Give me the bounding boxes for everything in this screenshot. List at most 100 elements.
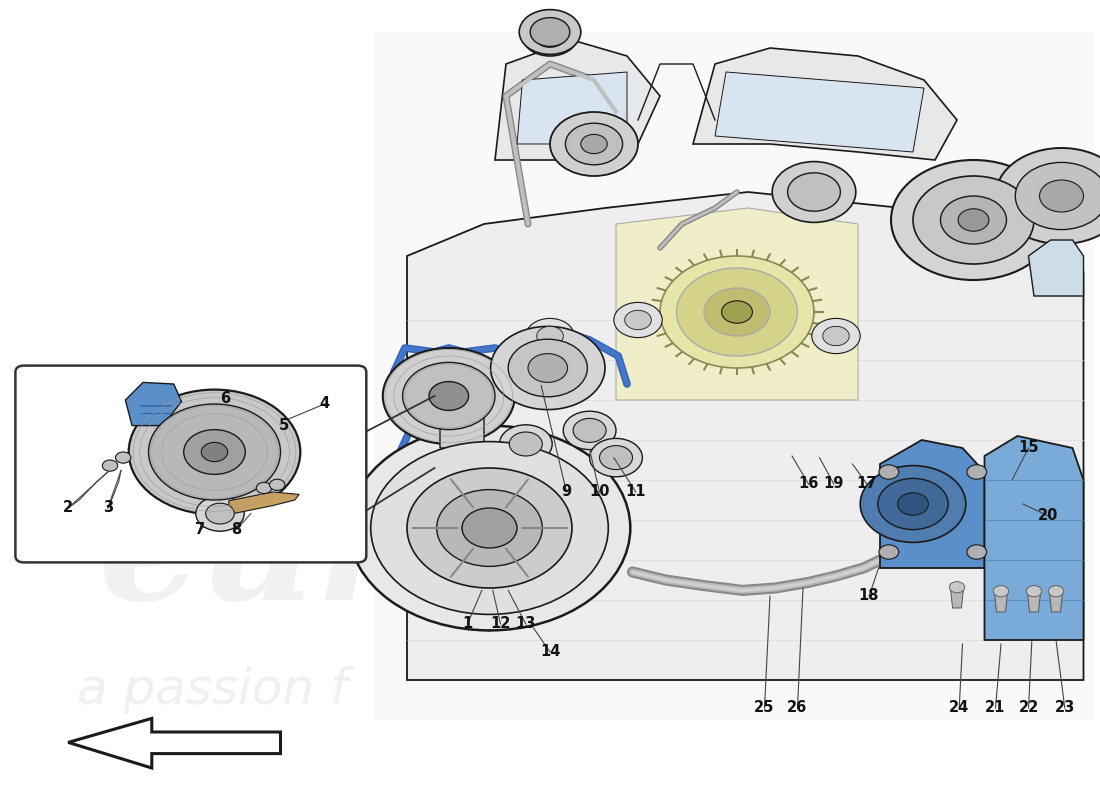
Circle shape	[201, 442, 228, 462]
Circle shape	[704, 288, 770, 336]
Polygon shape	[1049, 592, 1063, 612]
Circle shape	[563, 411, 616, 450]
Circle shape	[491, 326, 605, 410]
Text: 10: 10	[590, 485, 609, 499]
Circle shape	[590, 438, 642, 477]
Circle shape	[148, 404, 280, 500]
Circle shape	[967, 465, 987, 479]
Circle shape	[993, 586, 1009, 597]
Circle shape	[940, 196, 1006, 244]
Text: eur: eur	[99, 479, 400, 633]
Text: 3: 3	[102, 501, 113, 515]
Circle shape	[788, 173, 840, 211]
Text: 11: 11	[626, 485, 646, 499]
Circle shape	[102, 460, 118, 471]
Text: a passion f: a passion f	[77, 666, 348, 714]
Circle shape	[565, 123, 623, 165]
Text: 14: 14	[540, 645, 560, 659]
Polygon shape	[693, 48, 957, 160]
Circle shape	[860, 466, 966, 542]
Polygon shape	[495, 40, 660, 160]
Circle shape	[530, 18, 570, 46]
Circle shape	[429, 382, 469, 410]
Text: 15: 15	[1019, 441, 1038, 455]
Circle shape	[522, 16, 578, 56]
Circle shape	[581, 134, 607, 154]
Circle shape	[625, 310, 651, 330]
Circle shape	[660, 256, 814, 368]
Circle shape	[823, 326, 849, 346]
Text: 17: 17	[857, 477, 877, 491]
Circle shape	[967, 545, 987, 559]
Polygon shape	[715, 72, 924, 152]
Polygon shape	[440, 384, 484, 448]
Circle shape	[437, 490, 542, 566]
Circle shape	[206, 503, 234, 524]
Circle shape	[614, 302, 662, 338]
Circle shape	[878, 478, 948, 530]
Text: 8: 8	[231, 522, 242, 537]
Text: 5: 5	[278, 418, 289, 433]
Text: 23: 23	[1055, 701, 1075, 715]
Polygon shape	[517, 72, 627, 144]
Polygon shape	[1027, 592, 1041, 612]
Circle shape	[996, 148, 1100, 244]
Circle shape	[600, 446, 632, 470]
Text: 19: 19	[824, 477, 844, 491]
Circle shape	[519, 10, 581, 54]
Polygon shape	[984, 436, 1084, 640]
Circle shape	[772, 162, 856, 222]
Text: 20: 20	[1038, 509, 1058, 523]
Polygon shape	[994, 592, 1008, 612]
Circle shape	[528, 354, 568, 382]
Polygon shape	[880, 440, 984, 568]
Text: 18: 18	[859, 589, 879, 603]
Circle shape	[184, 430, 245, 474]
Circle shape	[508, 339, 587, 397]
Circle shape	[1015, 162, 1100, 230]
Polygon shape	[68, 718, 280, 768]
Circle shape	[879, 465, 899, 479]
Text: 16: 16	[799, 477, 818, 491]
Polygon shape	[1028, 240, 1084, 296]
Text: 25: 25	[755, 701, 774, 715]
Circle shape	[1026, 586, 1042, 597]
Circle shape	[116, 452, 131, 463]
FancyBboxPatch shape	[15, 366, 366, 562]
Polygon shape	[125, 382, 182, 426]
Text: 22: 22	[1019, 701, 1038, 715]
Circle shape	[129, 390, 300, 514]
Circle shape	[403, 362, 495, 430]
Text: 21: 21	[986, 701, 1005, 715]
Circle shape	[898, 493, 928, 515]
Circle shape	[383, 348, 515, 444]
Circle shape	[509, 432, 542, 456]
Circle shape	[958, 209, 989, 231]
Circle shape	[526, 318, 574, 354]
Text: 6: 6	[220, 391, 231, 406]
Text: 4: 4	[319, 397, 330, 411]
Circle shape	[812, 318, 860, 354]
Circle shape	[1040, 180, 1084, 212]
Polygon shape	[229, 492, 299, 514]
Text: 1: 1	[462, 617, 473, 631]
Circle shape	[462, 508, 517, 548]
Text: 24: 24	[949, 701, 969, 715]
Polygon shape	[374, 32, 1094, 720]
Polygon shape	[950, 588, 964, 608]
Circle shape	[949, 582, 965, 593]
Circle shape	[270, 479, 285, 490]
Polygon shape	[407, 192, 1084, 680]
Circle shape	[913, 176, 1034, 264]
Circle shape	[407, 468, 572, 588]
Circle shape	[499, 425, 552, 463]
Circle shape	[891, 160, 1056, 280]
Text: 26: 26	[788, 701, 807, 715]
Circle shape	[550, 112, 638, 176]
Circle shape	[349, 426, 630, 630]
Circle shape	[371, 442, 608, 614]
Text: 2: 2	[63, 501, 74, 515]
Text: 12: 12	[491, 617, 510, 631]
Text: 9: 9	[561, 485, 572, 499]
Circle shape	[573, 418, 606, 442]
